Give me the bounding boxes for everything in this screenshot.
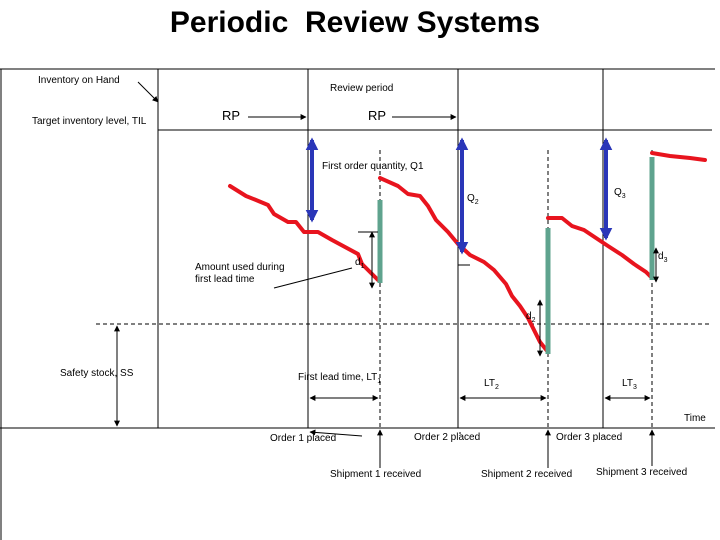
safety-stock-label: Safety stock, SS	[60, 368, 134, 379]
shipment2-label: Shipment 2 received	[481, 469, 573, 480]
d1-label: d1	[355, 257, 365, 271]
order2-label: Order 2 placed	[414, 432, 481, 443]
rp-label-2: RP	[368, 108, 387, 123]
page-title: Periodic Review Systems	[169, 6, 541, 39]
inventory-segment-1	[228, 184, 380, 282]
inventory-on-hand-label: Inventory on Hand	[38, 75, 120, 86]
review-period-label: Review period	[330, 83, 394, 94]
amount-used-pointer	[273, 267, 353, 289]
first-lead-time-label: First lead time, LT1	[298, 372, 382, 386]
order3-label: Order 3 placed	[556, 432, 623, 443]
inventory-segment-3	[546, 216, 654, 280]
d3-label: d3	[658, 251, 668, 265]
lt3-label: LT3	[622, 378, 637, 392]
order1-pointer	[309, 429, 363, 437]
shipment1-label: Shipment 1 received	[330, 469, 422, 480]
shipment3-label: Shipment 3 received	[596, 467, 688, 478]
first-order-qty-label: First order quantity, Q1	[322, 161, 424, 172]
order1-label: Order 1 placed	[270, 433, 337, 444]
inventory-segment-2	[378, 176, 550, 354]
d2-label: d2	[526, 311, 536, 325]
q3-label: Q3	[614, 187, 626, 201]
lt2-label: LT2	[484, 378, 499, 392]
amount-used-label: Amount used during first lead time	[195, 262, 285, 285]
time-axis-label: Time	[684, 413, 706, 424]
inventory-pointer	[137, 81, 159, 103]
target-inventory-label: Target inventory level, TIL	[32, 116, 147, 127]
rp-label-1: RP	[222, 108, 241, 123]
q2-label: Q2	[467, 193, 479, 207]
inventory-segment-4	[650, 151, 707, 162]
